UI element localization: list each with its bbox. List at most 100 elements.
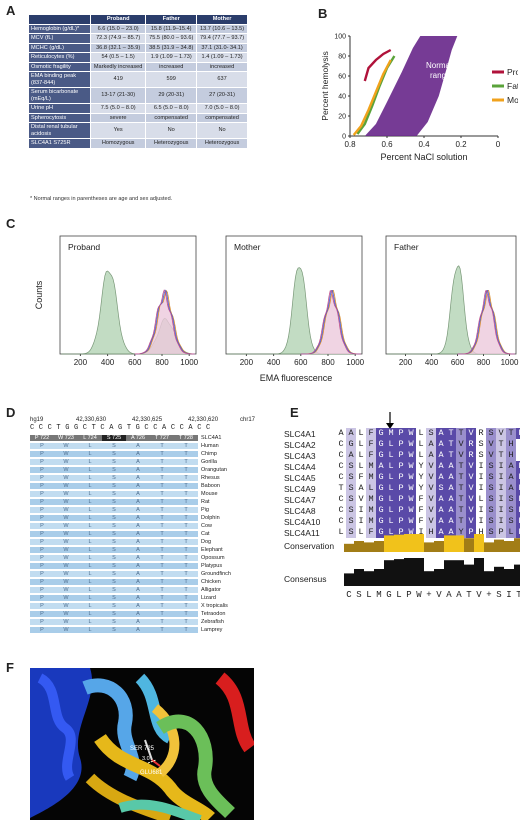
y-tick-label: 0: [342, 134, 346, 141]
residue-cell: A: [426, 450, 436, 461]
consensus-bar: [384, 560, 394, 586]
conservation-label: Conservation: [284, 541, 335, 551]
residue-cell: W: [406, 494, 416, 505]
residue-cell: G: [376, 439, 386, 450]
residue-cell: A: [126, 579, 150, 585]
residue-cell: T: [150, 603, 174, 609]
table-cell: 6.6 (15.0 – 23.0): [89, 23, 147, 34]
consensus-bar: [504, 569, 514, 586]
residue-cell: A: [126, 475, 150, 481]
residue-cell: A: [126, 459, 150, 465]
alignment-row: SLC4A2 C G L F G L P W L A A T V R S V T H: [284, 439, 520, 450]
residue-cell: P: [396, 494, 406, 505]
x-tick-label: 400: [425, 358, 439, 367]
residue-cell: T: [496, 450, 506, 461]
alignment-header-cell: T 728: [174, 435, 198, 441]
residue-cell: C: [338, 516, 344, 526]
residue-cell: S: [102, 603, 126, 609]
residue-cell: S: [102, 491, 126, 497]
residue-cell: T: [506, 428, 516, 439]
residue-cell: T: [150, 507, 174, 513]
residue-cell: L: [78, 499, 102, 505]
protein-structure-image: SER 725 3.0 GLU681: [30, 668, 254, 820]
alignment-header-cell: S 725: [102, 435, 126, 441]
residue-cell: L: [386, 450, 396, 461]
residue-cell: I: [496, 494, 506, 505]
table-cell: 36.8 (32.1 – 35.9): [89, 42, 147, 53]
alignment-header-cell: T 727: [150, 435, 174, 441]
alignment-row: P W L S A T T Lizard: [30, 594, 270, 602]
residue-cell: A: [126, 499, 150, 505]
legend-label: Proband: [507, 67, 518, 77]
residue-cell: T: [174, 499, 198, 505]
panel-letter-d: D: [6, 405, 16, 420]
series-line-mother: [352, 59, 392, 136]
residue-cell: P: [30, 555, 54, 561]
species-name: Cow: [201, 523, 213, 529]
table-row-label: SLC4A1 S725R: [28, 138, 91, 149]
x-tick-label: 600: [451, 358, 465, 367]
residue-cell: P: [396, 472, 406, 483]
residue-cell: P: [396, 450, 406, 461]
residue-cell: A: [126, 611, 150, 617]
table-header-cell: Father: [145, 14, 198, 25]
residue-cell: V: [466, 516, 476, 527]
consensus-bar: [414, 558, 424, 586]
alignment-row: P W L S A T T Opossum: [30, 554, 270, 562]
residue-cell: T: [446, 450, 456, 461]
alignment-row: P W L S A T T Gorilla: [30, 458, 270, 466]
residue-cell: T: [150, 491, 174, 497]
alignment-rows: P W L S A T T Human P W L S A T T Chimp P W L S A T T Gorilla P W…: [30, 442, 270, 634]
y-axis-label: Counts: [34, 280, 44, 309]
consensus-bar: [424, 571, 434, 586]
residue-cell: W: [54, 563, 78, 569]
residue-cell: P: [30, 579, 54, 585]
residue-cell: G: [376, 505, 386, 516]
table-row-label: MCV (fL): [28, 33, 91, 44]
residue-cell: L: [358, 428, 364, 438]
normal-range-label: Normal: [426, 61, 452, 70]
residue-cell: A: [436, 428, 446, 439]
residue-cell: W: [406, 527, 416, 538]
residue-cell: I: [496, 505, 506, 516]
residue-cell: V: [466, 505, 476, 516]
residue-cell: A: [436, 494, 446, 505]
residue-cell: A: [126, 483, 150, 489]
residue-cell: V: [466, 483, 476, 494]
x-tick-label: 200: [74, 358, 88, 367]
residue-cell: A: [446, 483, 456, 494]
conservation-bar: [504, 541, 514, 552]
residue-cell: S: [506, 516, 516, 527]
x-tick-label: 400: [267, 358, 281, 367]
consensus-bar: [464, 564, 474, 586]
osmotic-fragility-chart: 0 20 40 60 80 100 0.8 0.6 0.4 0.2 0 Percent NaCl so…: [320, 34, 518, 163]
x-tick-label: 1000: [346, 358, 364, 367]
residue-cell: I: [478, 516, 484, 526]
residue-cell: L: [78, 515, 102, 521]
histogram-outline: [134, 289, 195, 355]
table-cell: 27 (20-31): [196, 87, 248, 104]
residue-cell: W: [54, 467, 78, 473]
glu681-label: GLU681: [140, 770, 163, 776]
table-row: Spherocytosis severe compensated compensate…: [28, 112, 248, 123]
residue-cell: L: [338, 527, 344, 537]
residue-cell: S: [102, 467, 126, 473]
residue-cell: W: [406, 505, 416, 516]
consensus-bar: [344, 573, 354, 586]
coord-2: 42,330,625: [132, 417, 163, 423]
residue-cell: L: [78, 523, 102, 529]
residue-cell: T: [174, 571, 198, 577]
table-cell: 1.9 (1.09 – 1.73): [145, 52, 198, 63]
residue-cell: M: [386, 428, 396, 439]
residue-cell: S: [346, 505, 356, 516]
residue-cell: F: [418, 516, 424, 526]
y-axis-label: Percent hemolysis: [320, 51, 330, 120]
residue-cell: L: [78, 491, 102, 497]
residue-cell: P: [30, 491, 54, 497]
residue-cell: T: [150, 523, 174, 529]
y-tick-label: 20: [338, 114, 346, 121]
table-row-label: Reticulocytes (%): [28, 52, 91, 63]
residue-cell: L: [366, 483, 376, 494]
alignment-row: SLC4A7CSVMGLPWFVAATVLSISH: [284, 494, 520, 505]
residue-cell: G: [376, 428, 386, 439]
